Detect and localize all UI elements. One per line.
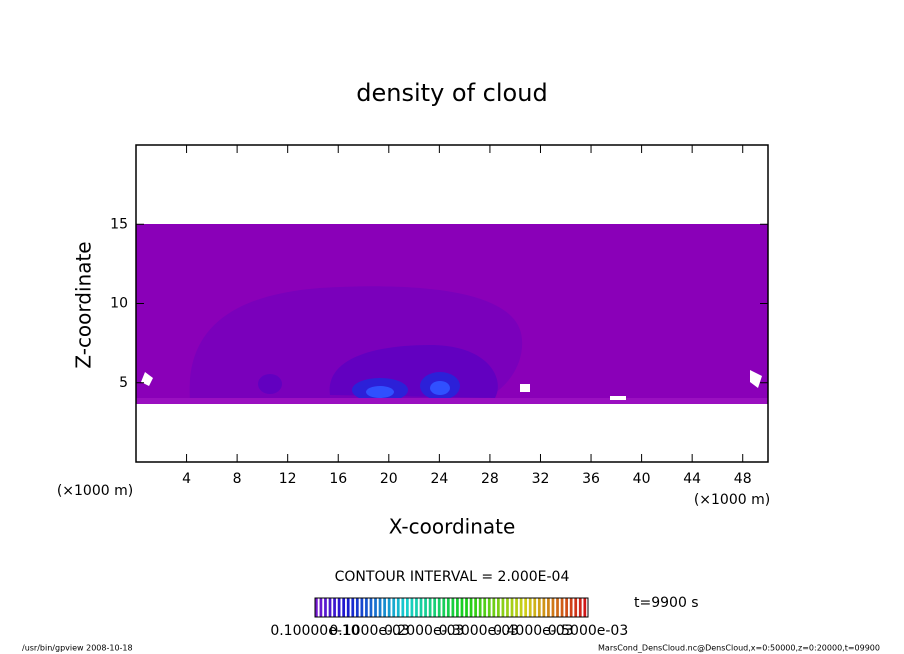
colorbar-stripe: [537, 598, 541, 617]
colorbar-stripe: [474, 598, 477, 617]
colorbar-stripe: [319, 598, 323, 617]
colorbar-stripe: [328, 598, 332, 617]
chart-title: density of cloud: [356, 79, 547, 107]
colorbar-stripe: [565, 598, 568, 617]
colorbar-stripe: [383, 598, 386, 617]
colorbar-stripe: [387, 598, 391, 617]
colorbar-stripe: [360, 598, 364, 617]
footer-right: MarsCond_DensCloud.nc@DensCloud,x=0:5000…: [598, 644, 880, 653]
colorbar-frame: [314, 597, 589, 618]
x-tick-label: 32: [532, 471, 550, 487]
colorbar-stripe: [392, 598, 396, 617]
colorbar-stripe: [533, 598, 537, 617]
x-tick-label: 36: [582, 471, 600, 487]
colorbar-stripe: [460, 598, 464, 617]
colorbar-stripe: [337, 598, 341, 617]
colorbar-stripe: [492, 598, 496, 617]
colorbar-label: 0.5000e-03: [548, 623, 628, 639]
colorbar-stripe: [465, 598, 468, 617]
x-unit: (×1000 m): [694, 492, 770, 508]
y-tick-label: 5: [119, 375, 128, 391]
colorbar-stripe: [428, 598, 432, 617]
colorbar-stripe: [551, 598, 555, 617]
colorbar-stripe: [560, 598, 564, 617]
colorbar: [315, 598, 587, 617]
colorbar-stripe: [419, 598, 423, 617]
y-tick-label: 15: [110, 216, 128, 232]
x-tick-label: 28: [481, 471, 499, 487]
colorbar-stripe: [519, 598, 523, 617]
colorbar-stripe: [483, 598, 487, 617]
colorbar-stripe: [437, 598, 441, 617]
colorbar-stripe: [333, 598, 336, 617]
time-label: t=9900 s: [634, 595, 699, 611]
colorbar-stripe: [451, 598, 455, 617]
field: [136, 224, 768, 404]
colorbar-stripe: [528, 598, 532, 617]
x-tick-label: 40: [633, 471, 651, 487]
x-tick-label: 16: [329, 471, 347, 487]
colorbar-stripe: [547, 598, 550, 617]
x-axis-label: X-coordinate: [389, 515, 516, 539]
colorbar-stripe: [378, 598, 382, 617]
colorbar-stripe: [524, 598, 528, 617]
colorbar-stripe: [410, 598, 414, 617]
colorbar-stripe: [497, 598, 500, 617]
y-unit: (×1000 m): [57, 483, 133, 499]
colorbar-label: 0.10000e-10: [270, 623, 359, 639]
colorbar-stripe: [469, 598, 473, 617]
colorbar-stripe: [374, 598, 377, 617]
colorbar-stripe: [574, 598, 578, 617]
colorbar-stripe: [446, 598, 450, 617]
x-tick-label: 12: [279, 471, 297, 487]
colorbar-stripe: [396, 598, 400, 617]
colorbar-label: 0.1000e-03: [329, 623, 409, 639]
colorbar-label: 0.3000e-03: [439, 623, 519, 639]
contour-interval: CONTOUR INTERVAL = 2.000E-04: [335, 569, 570, 585]
x-tick-label: 8: [233, 471, 242, 487]
colorbar-stripe: [415, 598, 418, 617]
colorbar-stripe: [365, 598, 368, 617]
colorbar-stripe: [501, 598, 505, 617]
colorbar-stripe: [556, 598, 559, 617]
colorbar-stripe: [515, 598, 518, 617]
footer-left: /usr/bin/gpview 2008-10-18: [22, 644, 133, 653]
y-axis-label: Z-coordinate: [72, 241, 96, 368]
colorbar-stripe: [424, 598, 427, 617]
colorbar-stripe: [433, 598, 437, 617]
colorbar-stripe: [346, 598, 350, 617]
colorbar-stripe: [342, 598, 346, 617]
x-tick-label: 44: [683, 471, 701, 487]
colorbar-stripe: [510, 598, 514, 617]
colorbar-stripe: [401, 598, 405, 617]
colorbar-stripe: [315, 598, 318, 617]
colorbar-stripe: [351, 598, 355, 617]
colorbar-stripe: [456, 598, 459, 617]
colorbar-stripe: [506, 598, 509, 617]
colorbar-stripe: [442, 598, 446, 617]
colorbar-label: 0.4000e-03: [493, 623, 573, 639]
x-tick-label: 4: [182, 471, 191, 487]
colorbar-stripe: [569, 598, 573, 617]
colorbar-stripe: [369, 598, 373, 617]
colorbar-stripe: [478, 598, 482, 617]
colorbar-stripe: [406, 598, 409, 617]
colorbar-stripe: [355, 598, 359, 617]
colorbar-stripe: [583, 598, 587, 617]
y-tick-label: 10: [110, 296, 128, 312]
colorbar-stripe: [578, 598, 582, 617]
colorbar-stripe: [487, 598, 491, 617]
colorbar-stripe: [324, 598, 327, 617]
x-tick-label: 48: [734, 471, 752, 487]
x-tick-label: 24: [430, 471, 448, 487]
colorbar-label: 0.2000e-03: [384, 623, 464, 639]
colorbar-stripe: [542, 598, 546, 617]
x-tick-label: 20: [380, 471, 398, 487]
